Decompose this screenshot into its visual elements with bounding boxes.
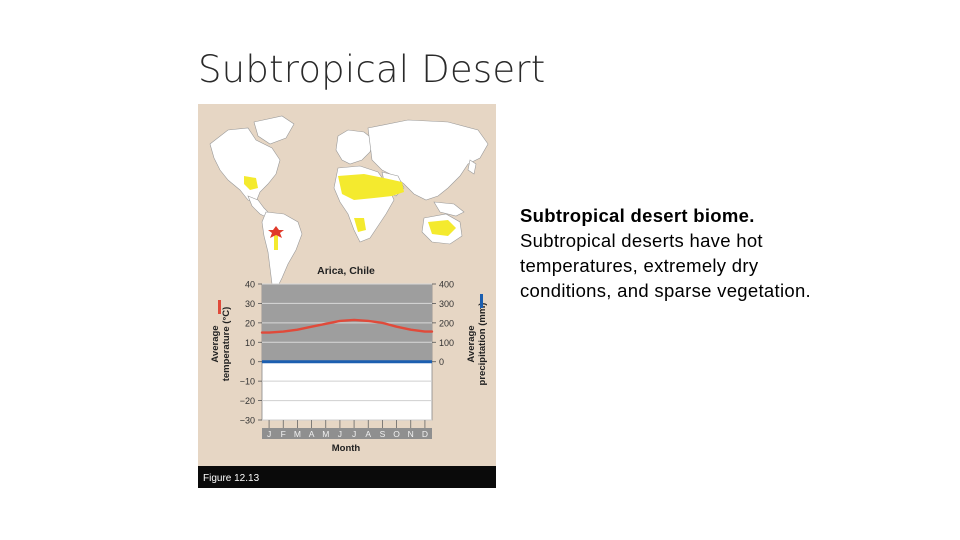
right-axis-label: Average precipitation (mm)	[466, 303, 488, 386]
world-map	[209, 115, 489, 291]
desert-southwest-us	[244, 176, 258, 190]
temperature-legend-swatch	[218, 300, 221, 314]
land-southeast-asia	[433, 201, 465, 217]
temperature-tick-label: 20	[245, 318, 255, 328]
desert-australia	[428, 220, 456, 236]
x-axis-label: Month	[332, 443, 361, 454]
month-label: A	[365, 429, 371, 439]
month-strip	[262, 428, 432, 439]
land-greenland	[253, 115, 295, 145]
precipitation-legend-swatch	[480, 294, 483, 308]
month-label: O	[393, 429, 400, 439]
left-axis-label-line1: Average	[210, 325, 221, 362]
temperature-tick-label: −20	[240, 396, 255, 406]
caption-title: Subtropical desert biome.	[520, 205, 755, 226]
month-label: D	[422, 429, 428, 439]
slide-title: Subtropical Desert	[198, 48, 546, 91]
precipitation-tick-label: 0	[439, 357, 444, 367]
desert-sahara-arabia	[338, 174, 404, 200]
temperature-tick-label: 0	[250, 357, 255, 367]
desert-namib-kalahari	[354, 218, 366, 232]
land-japan	[467, 159, 477, 175]
figure-label: Figure 12.13	[203, 473, 260, 484]
precipitation-tick-label: 300	[439, 299, 454, 309]
location-marker-arica	[268, 226, 284, 238]
temperature-tick-label: −30	[240, 416, 255, 426]
temperature-tick-label: −10	[240, 377, 255, 387]
temperature-line	[260, 318, 434, 334]
land-asia	[367, 119, 489, 201]
temperature-tick-label: 30	[245, 299, 255, 309]
caption-body: Subtropical deserts have hot temperature…	[520, 230, 811, 301]
month-label: N	[408, 429, 414, 439]
left-axis-label: Average temperature (°C)	[210, 307, 232, 382]
precipitation-tick-label: 100	[439, 338, 454, 348]
figure-label-bar	[198, 466, 496, 488]
figure-caption: Subtropical desert biome. Subtropical de…	[520, 203, 840, 303]
right-axis-label-line1: Average	[466, 325, 477, 362]
month-label: M	[322, 429, 329, 439]
month-label: J	[338, 429, 342, 439]
month-label: J	[352, 429, 356, 439]
month-label: F	[281, 429, 286, 439]
precipitation-tick-label: 200	[439, 318, 454, 328]
month-label: S	[380, 429, 386, 439]
land-north-america	[209, 127, 281, 203]
temperature-tick-label: 10	[245, 338, 255, 348]
precipitation-axis: 400 300 200 100 0	[432, 280, 454, 367]
month-label: A	[309, 429, 315, 439]
chart-title: Arica, Chile	[317, 265, 375, 277]
left-axis-label-line2: temperature (°C)	[221, 307, 232, 382]
temperature-axis: 40 30 20 10 0 −10 −20 −30	[240, 280, 262, 426]
month-label: J	[267, 429, 271, 439]
temperature-tick-label: 40	[245, 280, 255, 290]
biome-figure: Arica, Chile 40 30 20 10 0 −10 −20 −30 400 300 20…	[198, 104, 496, 488]
precipitation-tick-label: 400	[439, 280, 454, 290]
land-europe	[335, 129, 375, 165]
desert-atacama	[274, 234, 278, 250]
month-label: M	[294, 429, 301, 439]
right-axis-label-line2: precipitation (mm)	[477, 303, 488, 386]
